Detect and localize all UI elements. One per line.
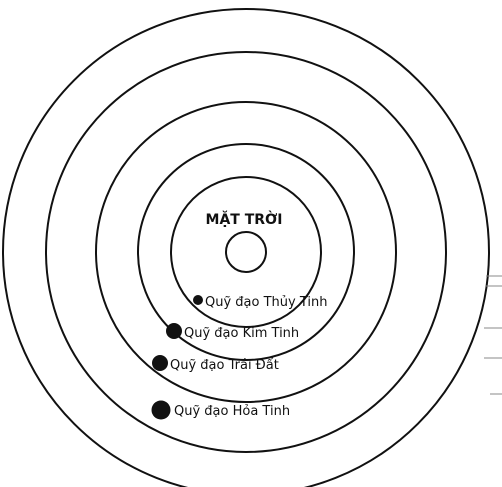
orbit-thuy-tinh [170,176,322,328]
orbit-label-kim-tinh: Quỹ đạo Kim Tinh [184,326,299,341]
planet-thuy-tinh [193,295,203,305]
orbit-trai-dat [95,101,397,403]
orbit-label-trai-dat: Quỹ đạo Trái Đất [170,358,279,373]
orbit-hoa-tinh [45,51,447,453]
sun-circle [225,231,267,273]
planet-trai-dat [152,355,168,371]
orbit-kim-tinh [137,143,355,361]
orbit-label-hoa-tinh: Quỹ đạo Hỏa Tinh [174,404,290,419]
sun-label: MẶT TRỜI [206,210,283,228]
outer-boundary-circle [2,8,490,487]
planet-hoa-tinh [151,400,171,420]
planet-kim-tinh [166,323,182,339]
orbit-label-thuy-tinh: Quỹ đạo Thủy Tinh [205,295,327,310]
